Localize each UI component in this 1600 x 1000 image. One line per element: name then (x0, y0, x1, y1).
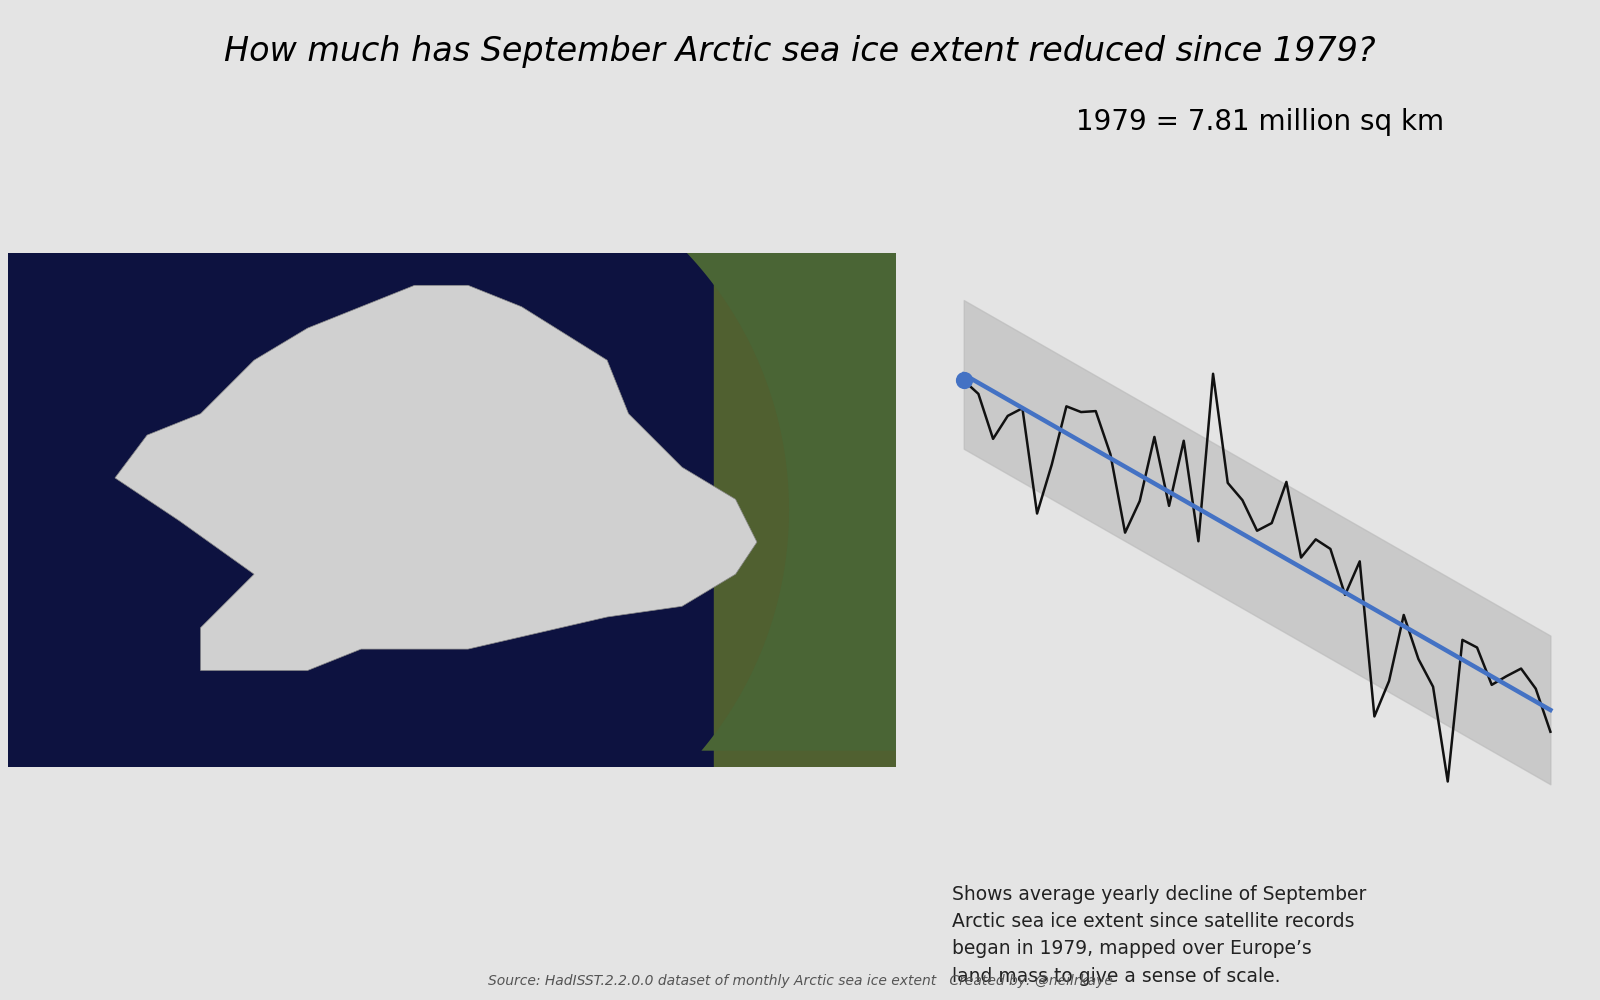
Text: Source: HadISST.2.2.0.0 dataset of monthly Arctic sea ice extent   Created by: @: Source: HadISST.2.2.0.0 dataset of month… (488, 974, 1112, 988)
Point (950, 372, 976, 388)
Bar (714, 253, 907, 767)
Text: 1979 = 7.81 million sq km: 1979 = 7.81 million sq km (1075, 108, 1445, 136)
Text: Shows average yearly decline of September
Arctic sea ice extent since satellite : Shows average yearly decline of Septembe… (952, 885, 1366, 986)
Polygon shape (115, 285, 757, 670)
PathPatch shape (480, 141, 907, 751)
Text: How much has September Arctic sea ice extent reduced since 1979?: How much has September Arctic sea ice ex… (224, 35, 1376, 68)
